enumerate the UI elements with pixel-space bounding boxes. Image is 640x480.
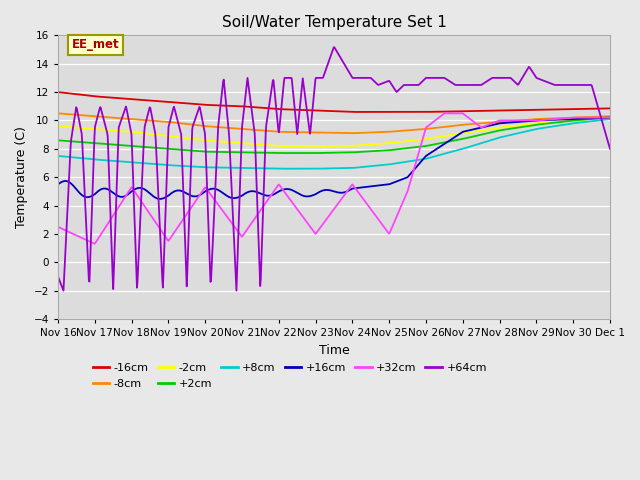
-2cm [278,143,285,149]
+8cm [485,138,493,144]
-16cm [349,109,356,115]
-8cm [277,129,285,135]
+8cm [111,158,118,164]
-16cm [297,107,305,113]
+64cm [495,75,503,81]
+32cm [606,115,614,120]
-8cm [434,125,442,131]
+2cm [434,141,442,146]
+2cm [495,128,503,133]
+64cm [330,44,338,50]
+16cm [298,192,305,198]
+32cm [91,241,99,247]
Y-axis label: Temperature (C): Temperature (C) [15,126,28,228]
Line: +64cm: +64cm [58,47,610,290]
-8cm [297,129,305,135]
-2cm [298,143,305,149]
-8cm [495,119,503,125]
Legend: -16cm, -8cm, -2cm, +2cm, +8cm, +16cm, +32cm, +64cm: -16cm, -8cm, -2cm, +2cm, +8cm, +16cm, +3… [88,359,492,393]
+64cm [54,274,62,279]
-16cm [277,106,285,112]
+64cm [278,101,285,107]
Title: Soil/Water Temperature Set 1: Soil/Water Temperature Set 1 [221,15,447,30]
+2cm [606,115,614,120]
Line: +8cm: +8cm [58,119,610,168]
+8cm [495,135,503,141]
+32cm [486,121,493,127]
-2cm [111,128,118,133]
+64cm [60,288,67,293]
+64cm [111,237,118,243]
X-axis label: Time: Time [319,344,349,357]
-2cm [485,126,493,132]
+16cm [278,187,285,193]
+32cm [54,224,62,230]
-16cm [54,89,62,95]
Line: +2cm: +2cm [58,118,610,153]
+32cm [298,212,305,218]
Line: +16cm: +16cm [58,118,610,199]
Line: -16cm: -16cm [58,92,610,112]
+32cm [278,185,285,191]
-16cm [485,108,493,114]
-2cm [434,134,442,140]
-8cm [349,131,356,136]
+32cm [441,110,449,116]
+32cm [111,210,118,216]
+8cm [606,116,614,122]
Text: EE_met: EE_met [72,38,120,51]
-8cm [111,115,118,120]
+8cm [278,166,285,171]
Line: -8cm: -8cm [58,113,610,133]
+32cm [495,118,503,123]
+8cm [434,153,442,158]
-8cm [485,120,493,126]
+8cm [54,153,62,159]
+2cm [298,150,305,156]
+2cm [275,150,283,156]
-8cm [54,110,62,116]
+64cm [486,77,493,83]
+2cm [54,137,62,143]
+64cm [435,75,442,81]
-2cm [54,123,62,129]
+16cm [485,123,493,129]
-16cm [111,95,118,101]
+16cm [111,191,118,196]
-16cm [495,108,503,113]
-2cm [275,143,283,149]
+16cm [54,181,62,187]
-2cm [606,115,614,120]
+64cm [298,86,305,92]
-16cm [434,109,442,115]
-16cm [606,106,614,111]
+2cm [111,142,118,147]
+8cm [298,166,305,171]
+64cm [606,146,614,152]
+16cm [434,145,442,151]
Line: -2cm: -2cm [58,118,610,146]
+16cm [156,196,164,202]
+16cm [495,120,503,126]
-8cm [606,113,614,119]
+8cm [275,166,283,171]
+32cm [434,116,442,121]
Line: +32cm: +32cm [58,113,610,244]
-2cm [495,125,503,131]
+16cm [606,115,614,120]
+2cm [278,150,285,156]
+2cm [485,130,493,136]
